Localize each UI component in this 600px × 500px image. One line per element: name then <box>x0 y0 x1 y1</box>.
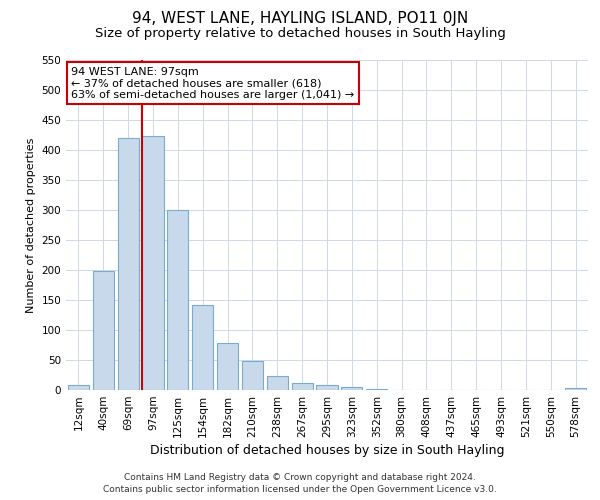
Bar <box>118 138 139 390</box>
Text: Contains HM Land Registry data © Crown copyright and database right 2024.
Contai: Contains HM Land Registry data © Crown c… <box>103 472 497 494</box>
Bar <box>267 376 288 390</box>
Text: 94, WEST LANE, HAYLING ISLAND, PO11 0JN: 94, WEST LANE, HAYLING ISLAND, PO11 0JN <box>132 12 468 26</box>
X-axis label: Distribution of detached houses by size in South Hayling: Distribution of detached houses by size … <box>150 444 504 457</box>
Bar <box>341 387 362 390</box>
Bar <box>167 210 188 390</box>
Y-axis label: Number of detached properties: Number of detached properties <box>26 138 36 312</box>
Bar <box>93 271 114 390</box>
Bar <box>366 389 387 390</box>
Bar <box>217 343 238 390</box>
Bar <box>292 383 313 390</box>
Bar <box>192 305 213 390</box>
Bar <box>316 385 338 390</box>
Bar <box>242 361 263 390</box>
Bar <box>68 385 89 390</box>
Bar <box>142 136 164 390</box>
Text: Size of property relative to detached houses in South Hayling: Size of property relative to detached ho… <box>95 28 505 40</box>
Bar <box>565 388 586 390</box>
Text: 94 WEST LANE: 97sqm
← 37% of detached houses are smaller (618)
63% of semi-detac: 94 WEST LANE: 97sqm ← 37% of detached ho… <box>71 66 355 100</box>
